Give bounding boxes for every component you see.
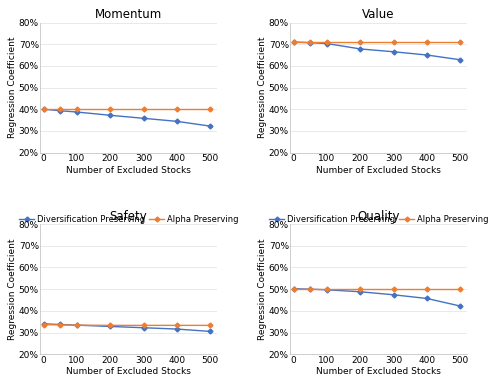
Alpha Preserving <box>174 323 180 328</box>
Diversification Preserving <box>108 324 114 329</box>
Alpha Preserving <box>290 286 296 291</box>
Alpha Preserving <box>307 286 313 291</box>
Diversification Preserving <box>307 40 313 45</box>
Alpha Preserving <box>324 40 330 44</box>
X-axis label: Number of Excluded Stocks: Number of Excluded Stocks <box>316 166 441 175</box>
Alpha Preserving <box>290 40 296 44</box>
Alpha Preserving <box>390 40 396 44</box>
Legend: Diversification Preserving, Alpha Preserving: Diversification Preserving, Alpha Preser… <box>16 211 241 227</box>
Diversification Preserving <box>458 304 464 308</box>
Title: Quality: Quality <box>358 210 400 223</box>
Alpha Preserving <box>108 107 114 112</box>
Alpha Preserving <box>358 286 364 291</box>
Diversification Preserving <box>74 110 80 114</box>
Line: Alpha Preserving: Alpha Preserving <box>42 107 212 111</box>
Y-axis label: Regression Coefficient: Regression Coefficient <box>8 238 18 340</box>
Line: Diversification Preserving: Diversification Preserving <box>42 107 212 128</box>
Diversification Preserving <box>358 47 364 51</box>
Alpha Preserving <box>208 107 214 112</box>
Alpha Preserving <box>40 322 46 327</box>
X-axis label: Number of Excluded Stocks: Number of Excluded Stocks <box>66 367 191 377</box>
Alpha Preserving <box>458 286 464 291</box>
Y-axis label: Regression Coefficient: Regression Coefficient <box>258 238 268 340</box>
Diversification Preserving <box>424 53 430 57</box>
Diversification Preserving <box>57 322 63 327</box>
Alpha Preserving <box>57 323 63 327</box>
Alpha Preserving <box>140 107 146 112</box>
Legend: Diversification Preserving, Alpha Preserving: Diversification Preserving, Alpha Preser… <box>266 211 492 227</box>
Diversification Preserving <box>40 107 46 112</box>
Alpha Preserving <box>458 40 464 44</box>
Diversification Preserving <box>358 290 364 294</box>
Line: Alpha Preserving: Alpha Preserving <box>292 287 462 290</box>
Diversification Preserving <box>74 323 80 328</box>
Line: Diversification Preserving: Diversification Preserving <box>292 287 462 308</box>
Alpha Preserving <box>424 286 430 291</box>
Alpha Preserving <box>74 107 80 112</box>
Diversification Preserving <box>208 124 214 129</box>
Diversification Preserving <box>174 327 180 331</box>
X-axis label: Number of Excluded Stocks: Number of Excluded Stocks <box>66 166 191 175</box>
Alpha Preserving <box>140 323 146 328</box>
Alpha Preserving <box>108 323 114 328</box>
Alpha Preserving <box>424 40 430 44</box>
Line: Diversification Preserving: Diversification Preserving <box>42 322 212 333</box>
Alpha Preserving <box>74 323 80 328</box>
Diversification Preserving <box>108 113 114 117</box>
Alpha Preserving <box>57 107 63 112</box>
Alpha Preserving <box>324 286 330 291</box>
Alpha Preserving <box>40 107 46 112</box>
Diversification Preserving <box>57 109 63 113</box>
Line: Alpha Preserving: Alpha Preserving <box>42 323 212 327</box>
Diversification Preserving <box>324 288 330 292</box>
Alpha Preserving <box>174 107 180 112</box>
Title: Safety: Safety <box>110 210 148 223</box>
Diversification Preserving <box>174 119 180 124</box>
Y-axis label: Regression Coefficient: Regression Coefficient <box>258 37 268 138</box>
Y-axis label: Regression Coefficient: Regression Coefficient <box>8 37 18 138</box>
Line: Alpha Preserving: Alpha Preserving <box>292 40 462 44</box>
Diversification Preserving <box>40 321 46 326</box>
Alpha Preserving <box>208 323 214 328</box>
Diversification Preserving <box>458 57 464 62</box>
Alpha Preserving <box>307 40 313 44</box>
Diversification Preserving <box>390 293 396 297</box>
Diversification Preserving <box>290 286 296 291</box>
Diversification Preserving <box>324 41 330 46</box>
Diversification Preserving <box>140 325 146 330</box>
Alpha Preserving <box>390 286 396 291</box>
Diversification Preserving <box>140 116 146 121</box>
Title: Value: Value <box>362 8 395 21</box>
Alpha Preserving <box>358 40 364 44</box>
Diversification Preserving <box>424 296 430 301</box>
X-axis label: Number of Excluded Stocks: Number of Excluded Stocks <box>316 367 441 377</box>
Line: Diversification Preserving: Diversification Preserving <box>292 40 462 62</box>
Diversification Preserving <box>290 40 296 44</box>
Title: Momentum: Momentum <box>95 8 162 21</box>
Diversification Preserving <box>307 287 313 291</box>
Diversification Preserving <box>208 329 214 334</box>
Diversification Preserving <box>390 49 396 54</box>
